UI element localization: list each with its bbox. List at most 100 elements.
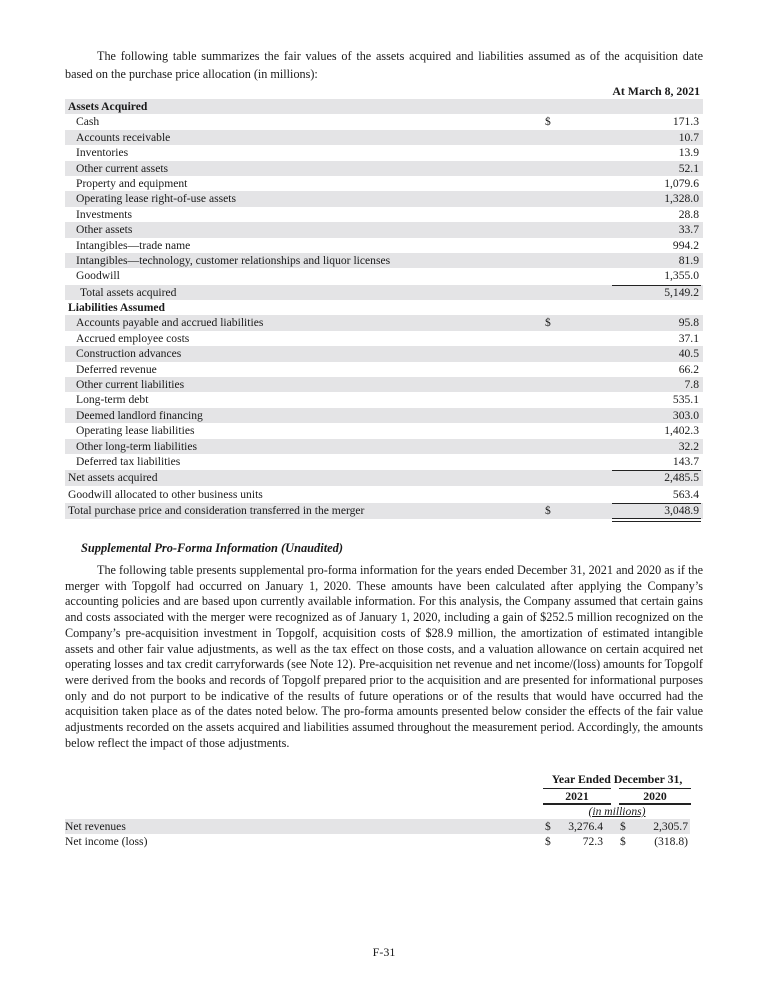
- row-label: Net revenues: [65, 820, 126, 833]
- row-label: Accrued employee costs: [76, 331, 190, 345]
- table-row: Deferred revenue 66.2: [65, 362, 703, 377]
- row-value: 563.4: [672, 487, 699, 501]
- row-value: 28.8: [678, 207, 699, 221]
- row-label: Cash: [76, 115, 100, 129]
- table-row: Accounts receivable 10.7: [65, 129, 703, 146]
- currency-symbol: $: [545, 504, 551, 518]
- table-row: Cash $171.3: [65, 114, 703, 129]
- row-label: Construction advances: [76, 347, 182, 361]
- table-row: Total assets acquired 5,149.2: [65, 284, 703, 301]
- table-row: Property and equipment 1,079.6: [65, 176, 703, 191]
- sum-line: [612, 503, 701, 505]
- sum-line: [612, 470, 701, 472]
- row-label: Total assets acquired: [80, 285, 177, 299]
- row-value: 10.7: [678, 130, 699, 144]
- table-row: Other current assets 52.1: [65, 160, 703, 176]
- table-row: Other current liabilities 7.8: [65, 377, 703, 393]
- table-row: Goodwill 1,355.0: [65, 268, 703, 283]
- row-label: Other current liabilities: [76, 378, 185, 392]
- table-row: Operating lease right-of-use assets 1,328…: [65, 191, 703, 207]
- row-label: Operating lease liabilities: [76, 424, 195, 438]
- row-label: Net assets acquired: [68, 471, 158, 485]
- value-2021: 3,276.4: [568, 820, 603, 833]
- currency-symbol: $: [545, 316, 551, 330]
- row-label: Accounts payable and accrued liabilities: [76, 316, 264, 330]
- proforma-paragraph: The following table presents supplementa…: [65, 563, 703, 750]
- row-label: Other long-term liabilities: [76, 439, 198, 453]
- table-row: Accrued employee costs 37.1: [65, 331, 703, 346]
- row-label: Property and equipment: [76, 176, 188, 190]
- table-row: Liabilities Assumed: [65, 300, 703, 315]
- fair-value-table: Assets Acquired Cash $171.3 Accounts receiv…: [65, 99, 703, 522]
- row-label: Intangibles—trade name: [76, 238, 191, 252]
- currency-2021: $: [545, 835, 551, 849]
- row-value: 33.7: [678, 223, 699, 237]
- row-value: 37.1: [678, 331, 699, 345]
- row-value: 81.9: [678, 253, 699, 267]
- row-value: 13.9: [678, 146, 699, 160]
- currency-2020: $: [620, 820, 626, 833]
- table-row: Net assets acquired 2,485.5: [65, 470, 703, 486]
- currency-symbol: $: [545, 115, 551, 129]
- row-value: 52.1: [678, 161, 699, 175]
- year-2020: 2020: [619, 788, 691, 805]
- intro-paragraph: The following table summarizes the fair …: [65, 49, 703, 81]
- sum-line: [612, 284, 701, 286]
- table-row: Deferred tax liabilities 143.7: [65, 454, 703, 469]
- row-label: Deferred tax liabilities: [76, 454, 181, 468]
- page-number: F-31: [372, 945, 396, 959]
- row-value: 3,048.9: [664, 504, 699, 518]
- row-value: 66.2: [678, 362, 699, 376]
- row-label: Goodwill: [76, 269, 120, 283]
- table-row: Assets Acquired: [65, 99, 703, 115]
- row-label: Liabilities Assumed: [68, 301, 165, 315]
- table-row: Intangibles—technology, customer relatio…: [65, 252, 703, 269]
- proforma-row: Net income (loss) $72.3 $ (318.8): [65, 834, 690, 849]
- row-value: 143.7: [672, 454, 699, 468]
- row-value: 535.1: [672, 393, 699, 407]
- row-label: Investments: [76, 207, 133, 221]
- value-2021: 72.3: [582, 835, 603, 849]
- table-row: Other assets 33.7: [65, 222, 703, 238]
- row-value: 1,355.0: [664, 269, 699, 283]
- row-value: 40.5: [678, 347, 699, 361]
- row-label: Net income (loss): [65, 835, 148, 849]
- row-label: Other current assets: [76, 161, 169, 175]
- table-row: Goodwill allocated to other business uni…: [65, 487, 703, 502]
- row-label: Inventories: [76, 146, 129, 160]
- table-row: Construction advances 40.5: [65, 346, 703, 362]
- row-value: 1,328.0: [664, 192, 699, 206]
- proforma-table: Year Ended December 31, 2021 2020 (in mi…: [65, 772, 691, 862]
- proforma-row: Net revenues $3,276.4 $2,305.7: [65, 819, 690, 835]
- row-value: 7.8: [684, 378, 700, 392]
- row-label: Total purchase price and consideration t…: [68, 504, 365, 518]
- row-label: Intangibles—technology, customer relatio…: [76, 253, 391, 267]
- row-label: Goodwill allocated to other business uni…: [68, 487, 263, 501]
- table-row: Intangibles—trade name 994.2: [65, 238, 703, 253]
- table-row: Inventories 13.9: [65, 145, 703, 160]
- row-label: Long-term debt: [76, 393, 149, 407]
- table-row: Long-term debt 535.1: [65, 392, 703, 407]
- row-value: 32.2: [678, 439, 699, 453]
- value-2020: 2,305.7: [653, 820, 688, 833]
- row-label: Other assets: [76, 223, 133, 237]
- row-value: 303.0: [672, 408, 699, 422]
- currency-2021: $: [545, 820, 551, 833]
- row-label: Accounts receivable: [76, 130, 171, 144]
- row-label: Operating lease right-of-use assets: [76, 192, 237, 206]
- row-value: 1,079.6: [664, 176, 699, 190]
- table-row: Deemed landlord financing 303.0: [65, 407, 703, 424]
- row-value: 2,485.5: [664, 471, 699, 485]
- table-row: Investments 28.8: [65, 207, 703, 222]
- row-label: Deemed landlord financing: [76, 408, 203, 422]
- row-value: 95.8: [678, 316, 699, 330]
- row-label: Assets Acquired: [68, 100, 148, 113]
- year-2021: 2021: [543, 788, 611, 805]
- table-row: Other long-term liabilities 32.2: [65, 438, 703, 454]
- table-row: Total purchase price and consideration t…: [65, 503, 703, 522]
- row-value: 171.3: [672, 115, 699, 129]
- row-label: Deferred revenue: [76, 362, 157, 376]
- table-row: Accounts payable and accrued liabilities…: [65, 315, 703, 331]
- row-value: 994.2: [672, 238, 699, 252]
- value-2020: (318.8): [654, 835, 688, 849]
